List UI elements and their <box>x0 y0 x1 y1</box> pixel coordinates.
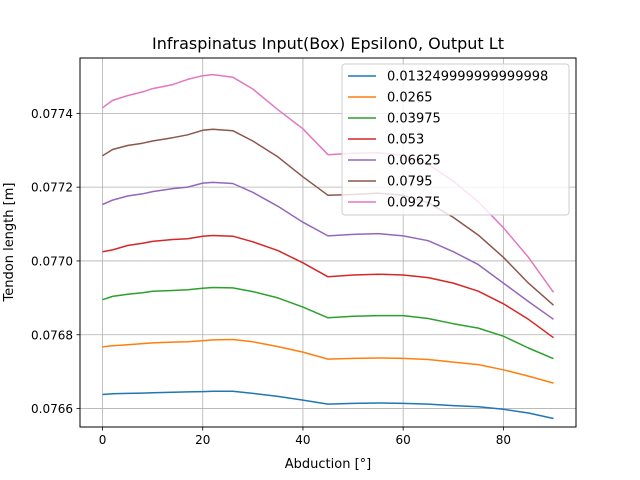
x-axis: 0 20 40 60 80 <box>99 427 511 447</box>
series-line <box>102 286 554 360</box>
x-tick-label: 60 <box>396 433 411 447</box>
x-axis-label: Abduction [°] <box>285 457 371 472</box>
legend-label: 0.03975 <box>387 112 441 127</box>
legend-label: 0.0265 <box>387 91 433 106</box>
x-tick-label: 20 <box>195 433 210 447</box>
y-tick-label: 0.0770 <box>31 254 73 268</box>
y-tick-label: 0.0768 <box>31 328 73 342</box>
legend-label: 0.013249999999999998 <box>387 70 548 85</box>
y-tick-label: 0.0766 <box>31 402 73 416</box>
y-axis: 0.0766 0.0768 0.0770 0.0772 0.0774 <box>31 107 80 416</box>
y-tick-label: 0.0772 <box>31 181 73 195</box>
legend-box <box>341 63 570 216</box>
chart-title: Infraspinatus Input(Box) Epsilon0, Outpu… <box>152 34 504 53</box>
y-axis-label: Tendon length [m] <box>2 183 17 303</box>
legend-label: 0.053 <box>387 133 424 148</box>
legend-label: 0.0795 <box>387 175 433 190</box>
y-tick-label: 0.0774 <box>31 107 73 121</box>
plot-frame <box>79 57 577 428</box>
series-line <box>102 234 554 339</box>
series-line <box>102 338 554 384</box>
legend-label: 0.06625 <box>387 154 441 169</box>
legend-label: 0.09275 <box>387 196 441 211</box>
series-line <box>102 390 554 420</box>
legend: 0.013249999999999998 0.0265 0.03975 0.053 0.… <box>341 63 570 216</box>
series-line <box>102 181 554 320</box>
x-tick-label: 40 <box>295 433 310 447</box>
x-tick-label: 80 <box>496 433 511 447</box>
series-line <box>102 128 554 306</box>
x-tick-label: 0 <box>99 433 107 447</box>
